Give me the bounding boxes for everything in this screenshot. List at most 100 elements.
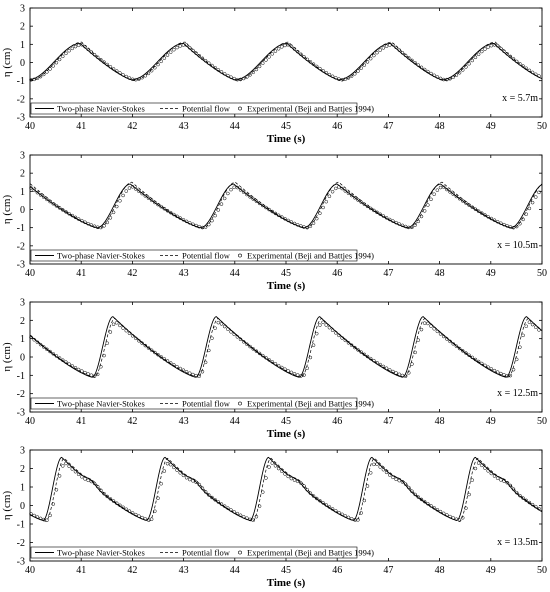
data-point — [92, 481, 97, 486]
data-point — [429, 71, 433, 76]
y-tick-label: -3 — [17, 557, 25, 568]
panel-3: 40 41 42 43 44 45 46 47 48 49 50 -3 -2 -1 0 1 2 3 Time (s)… — [1, 298, 547, 441]
data-point — [76, 367, 81, 372]
data-point — [499, 46, 503, 51]
x-tick-label: 44 — [230, 268, 240, 279]
data-point — [32, 77, 36, 82]
data-point — [273, 464, 278, 468]
data-point — [165, 461, 170, 466]
data-point — [210, 63, 214, 68]
data-point — [162, 206, 167, 211]
data-point — [295, 49, 300, 54]
data-point — [400, 373, 405, 378]
data-point — [314, 64, 319, 69]
data-point — [432, 506, 436, 510]
data-point — [257, 64, 262, 69]
data-point — [181, 43, 186, 47]
panel-2: 40 41 42 43 44 45 46 47 48 49 50 -3 -2 -1 0 1 2 3 Time (s)… — [1, 151, 547, 293]
data-point — [178, 216, 182, 220]
data-point — [89, 373, 94, 377]
data-point — [137, 339, 141, 343]
data-point — [146, 518, 151, 522]
data-point — [441, 334, 446, 339]
data-point — [149, 517, 154, 521]
data-point — [235, 511, 240, 516]
y-tick-label: 0 — [20, 353, 25, 364]
data-point — [226, 506, 230, 510]
gauge-location-label: x = 10.5m — [497, 240, 538, 251]
data-point — [489, 43, 494, 48]
data-point — [305, 57, 309, 62]
data-point — [499, 221, 503, 226]
data-point — [48, 349, 52, 354]
data-point — [45, 347, 49, 352]
data-point — [375, 462, 379, 466]
x-tick-label: 48 — [435, 121, 445, 132]
data-point — [175, 468, 179, 472]
data-point — [470, 58, 475, 63]
y-axis-label: η (cm) — [1, 48, 13, 78]
data-point — [476, 359, 481, 364]
x-tick-label: 41 — [76, 565, 86, 576]
series-experimental — [29, 185, 541, 230]
data-point — [483, 47, 487, 51]
data-point — [121, 326, 125, 330]
data-point — [280, 215, 284, 219]
data-point — [397, 222, 401, 226]
data-point — [102, 491, 106, 496]
data-point — [372, 358, 376, 363]
data-point — [534, 72, 538, 77]
data-point — [73, 215, 78, 220]
data-point — [108, 65, 113, 69]
data-point — [57, 356, 62, 360]
data-point — [229, 330, 233, 334]
data-point — [191, 222, 195, 227]
data-point — [292, 221, 297, 226]
data-point — [505, 224, 509, 228]
data-point — [226, 73, 230, 78]
data-point — [387, 43, 392, 47]
data-point — [334, 509, 338, 513]
data-point — [222, 504, 227, 508]
plot-frame — [29, 301, 543, 413]
data-point — [280, 45, 284, 49]
data-point — [210, 336, 214, 340]
data-point — [83, 44, 87, 49]
data-point — [340, 336, 344, 340]
data-point — [270, 52, 275, 56]
data-point — [235, 185, 240, 190]
data-point — [432, 327, 436, 331]
data-point — [435, 508, 440, 512]
data-point — [334, 186, 338, 191]
legend-swatch-marker — [238, 401, 242, 406]
y-tick-label: -1 — [17, 76, 25, 87]
data-point — [359, 200, 363, 204]
data-point — [343, 77, 348, 81]
data-point — [299, 52, 303, 57]
data-point — [337, 77, 341, 81]
data-point — [29, 512, 33, 516]
data-point — [286, 474, 290, 479]
data-point — [448, 76, 452, 81]
data-point — [194, 51, 198, 55]
data-point — [391, 219, 395, 223]
data-point — [435, 75, 440, 79]
data-point — [400, 223, 405, 228]
data-point — [537, 190, 541, 195]
data-point — [378, 362, 382, 367]
data-point — [311, 221, 316, 225]
data-point — [464, 351, 468, 355]
data-point — [489, 367, 494, 371]
x-tick-label: 48 — [435, 565, 445, 576]
data-point — [54, 488, 59, 492]
data-point — [238, 513, 243, 518]
data-point — [57, 57, 62, 62]
data-point — [473, 207, 478, 212]
data-point — [356, 348, 360, 352]
data-point — [156, 496, 160, 500]
data-point — [289, 220, 294, 224]
data-point — [381, 467, 386, 472]
data-point — [502, 222, 506, 227]
data-point — [184, 219, 189, 224]
series-potential-flow — [29, 41, 543, 82]
